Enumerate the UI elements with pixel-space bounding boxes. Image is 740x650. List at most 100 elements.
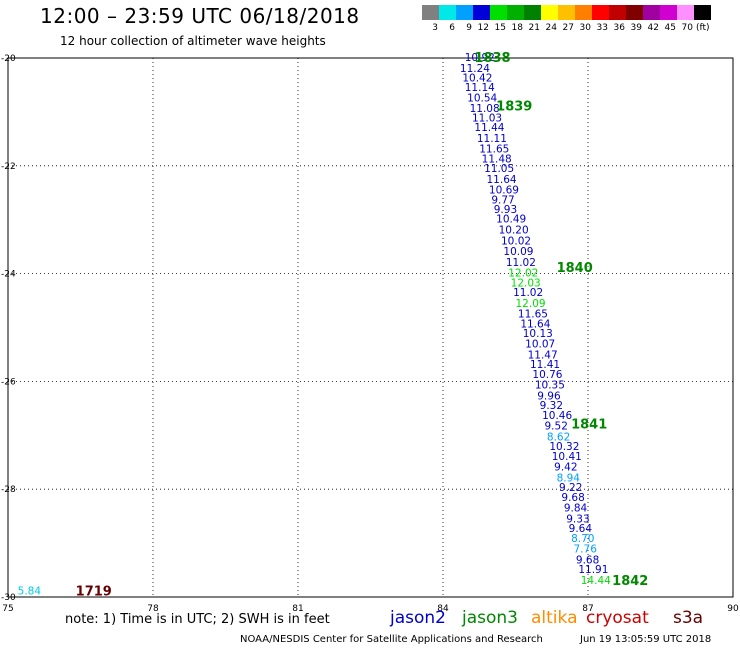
legend-swatch [524, 5, 541, 20]
wave-height-value: 10.09 [503, 246, 533, 258]
page-subtitle: 12 hour collection of altimeter wave hei… [60, 34, 326, 48]
wave-height-value: 10.46 [542, 410, 572, 422]
wave-height-value: 11.65 [479, 144, 509, 156]
legend-jason2: jason2 [390, 608, 446, 628]
wave-height-value: 11.03 [472, 112, 502, 124]
wave-height-value: 10.41 [552, 451, 582, 463]
color-legend: 3 6 9 12 15 18 21 24 27 30 33 36 39 42 45 70 (ft) [422, 5, 718, 33]
wave-height-value: 11.47 [528, 350, 558, 362]
wave-height-value: 5.84 [18, 586, 42, 598]
wave-height-value: 10.76 [532, 369, 562, 381]
legend-tick: 12 [477, 23, 489, 33]
legend-tick: 3 [432, 23, 438, 33]
legend-swatch [507, 5, 524, 20]
wave-height-value: 10.92 [465, 52, 495, 64]
legend-swatch [558, 5, 575, 20]
wave-height-value: 9.64 [569, 523, 593, 535]
wave-height-value: 8.62 [547, 431, 570, 443]
wave-height-value: 10.42 [462, 72, 492, 84]
wave-height-value: 7.76 [574, 544, 598, 556]
wave-height-value: 11.44 [474, 122, 504, 134]
legend-unit: (ft) [696, 23, 710, 33]
wave-height-value: 11.11 [477, 133, 507, 145]
wave-height-value: 10.35 [535, 380, 565, 392]
wave-height-value: 9.93 [494, 204, 517, 216]
wave-height-value: 9.42 [554, 462, 577, 474]
map-frame [7, 57, 734, 598]
legend-swatch [473, 5, 490, 20]
legend-tick: 42 [647, 23, 659, 33]
page-title: 12:00 – 23:59 UTC 06/18/2018 [40, 4, 360, 28]
legend-swatch [694, 5, 711, 20]
legend-swatch [439, 5, 456, 20]
legend-swatch [677, 5, 694, 20]
wave-height-value: 11.14 [465, 82, 495, 94]
legend-tick: 21 [528, 23, 540, 33]
lat-tick-label: -26 [1, 377, 16, 387]
wave-height-value: 12.03 [511, 277, 541, 289]
legend-jason3: jason3 [462, 608, 518, 628]
generated-timestamp: Jun 19 13:05:59 UTC 2018 [580, 634, 712, 645]
jason3-label: jason3 [462, 608, 518, 628]
s3a-label: s3a [673, 608, 704, 628]
wave-height-value: 11.64 [520, 318, 550, 330]
wave-height-value: 12.09 [516, 298, 546, 310]
lat-tick-label: -28 [1, 485, 16, 495]
wave-height-value: 9.68 [576, 554, 599, 566]
lon-tick-label: 90 [727, 604, 739, 614]
lat-tick-label: -30 [1, 593, 16, 603]
wave-height-value: 9.96 [537, 390, 561, 402]
wave-height-value: 11.02 [513, 287, 543, 299]
wave-height-value: 11.91 [578, 564, 608, 576]
legend-tick-labels: 3 6 9 12 15 18 21 24 27 30 33 36 39 42 45 70 (ft) [422, 23, 718, 33]
wave-height-value: 9.77 [491, 194, 514, 206]
legend-tick: 30 [579, 23, 591, 33]
wave-height-value: 10.02 [501, 235, 531, 247]
wave-height-value: 10.49 [496, 214, 526, 226]
legend-tick: 45 [664, 23, 676, 33]
legend-swatch [626, 5, 643, 20]
wave-height-value: 11.65 [518, 309, 548, 321]
wave-height-value: 10.32 [549, 441, 579, 453]
wave-height-value: 8.70 [571, 533, 594, 545]
legend-tick: 70 [681, 23, 693, 33]
wave-height-value: 11.08 [470, 103, 500, 115]
wave-height-value: 11.48 [482, 153, 512, 165]
wave-height-value: 8.94 [557, 472, 581, 484]
wave-height-value: 11.05 [484, 163, 514, 175]
track-time-label: 1840 [557, 261, 593, 276]
track-time-label: 1841 [571, 418, 607, 433]
wave-height-value: 11.41 [530, 359, 560, 371]
footnote: note: 1) Time is in UTC; 2) SWH is in fe… [65, 612, 330, 627]
legend-cryosat: cryosat [586, 608, 649, 628]
legend-swatch [609, 5, 626, 20]
wave-height-value: 10.54 [467, 92, 497, 104]
wave-height-value: 11.24 [460, 63, 490, 75]
wave-height-value: 9.68 [561, 492, 584, 504]
legend-swatch [456, 5, 473, 20]
legend-swatch [541, 5, 558, 20]
altika-label: altika [531, 608, 578, 628]
wave-height-value: 14.44 [581, 575, 611, 587]
wave-height-value: 9.22 [559, 482, 582, 494]
credit-line: NOAA/NESDIS Center for Satellite Applica… [240, 634, 543, 645]
legend-tick: 15 [494, 23, 506, 33]
track-time-label: 1842 [612, 574, 648, 589]
lon-tick-label: 78 [147, 604, 159, 614]
legend-tick: 6 [449, 23, 455, 33]
track-time-label: 1839 [496, 100, 532, 115]
track-time-label: 1719 [76, 585, 112, 600]
cryosat-label: cryosat [586, 608, 649, 628]
wave-height-value: 11.64 [487, 174, 517, 186]
lon-tick-label: 81 [292, 604, 303, 614]
legend-swatch [592, 5, 609, 20]
wave-height-value: 11.02 [506, 257, 536, 269]
wave-height-value: 9.84 [564, 503, 588, 515]
wave-height-value: 9.33 [566, 513, 589, 525]
legend-swatch [490, 5, 507, 20]
lon-tick-label: 75 [2, 604, 13, 614]
wave-height-value: 10.07 [525, 339, 555, 351]
lat-tick-label: -20 [1, 54, 16, 64]
legend-tick: 27 [562, 23, 574, 33]
